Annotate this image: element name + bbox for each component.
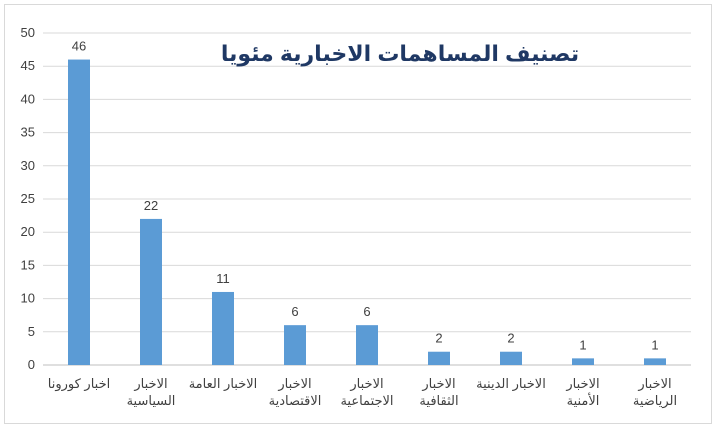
- category-label: اخبار كورونا: [48, 376, 110, 392]
- y-tick-label: 5: [28, 324, 35, 339]
- y-axis-ticks: 0 5 10 15 20 25 30 35 40 45 50: [21, 25, 35, 372]
- bar: [356, 325, 378, 365]
- y-tick-label: 50: [21, 25, 35, 40]
- data-label: 22: [144, 198, 158, 213]
- y-tick-label: 10: [21, 291, 35, 306]
- category-label: الاخبار الاقتصادية: [269, 376, 322, 408]
- data-label: 1: [579, 337, 586, 352]
- category-label: الاخبار الرياضية: [633, 376, 677, 409]
- y-tick-label: 15: [21, 257, 35, 272]
- y-tick-label: 20: [21, 224, 35, 239]
- bar: [212, 291, 234, 365]
- bar: [68, 59, 90, 366]
- bar: [140, 218, 162, 365]
- category-label: الاخبار الثقافية: [419, 376, 458, 408]
- category-label: الاخبار الأمنية: [565, 376, 599, 408]
- data-label: 2: [507, 331, 514, 346]
- y-tick-label: 40: [21, 91, 35, 106]
- data-label: 46: [72, 39, 86, 54]
- data-label: 1: [651, 337, 658, 352]
- bar: [500, 351, 522, 365]
- bar: [644, 358, 666, 365]
- data-label: 2: [435, 331, 442, 346]
- y-tick-label: 30: [21, 158, 35, 173]
- chart-frame: 0 5 10 15 20 25 30 35 40 45 50 46 22 11 6 6 2 2 1 1 اخبار …: [4, 4, 712, 424]
- y-tick-label: 45: [21, 58, 35, 73]
- category-label: الاخبار الدينية: [476, 376, 546, 392]
- category-label: الاخبار الاجتماعية: [340, 376, 393, 408]
- category-label: الاخبار العامة: [189, 376, 258, 392]
- bars: [68, 59, 666, 366]
- data-label: 11: [216, 271, 230, 286]
- bar: [428, 351, 450, 365]
- bar: [572, 358, 594, 365]
- data-label: 6: [363, 304, 370, 319]
- y-tick-label: 35: [21, 125, 35, 140]
- category-labels: اخبار كورونا الاخبار السياسية الاخبار العام…: [48, 376, 677, 409]
- category-label: الاخبار السياسية: [127, 376, 176, 408]
- y-tick-label: 0: [28, 357, 35, 372]
- bar: [284, 325, 306, 365]
- y-tick-label: 25: [21, 191, 35, 206]
- data-label: 6: [291, 304, 298, 319]
- chart-title: تصنيف المساهمات الاخبارية مئويا: [221, 41, 579, 67]
